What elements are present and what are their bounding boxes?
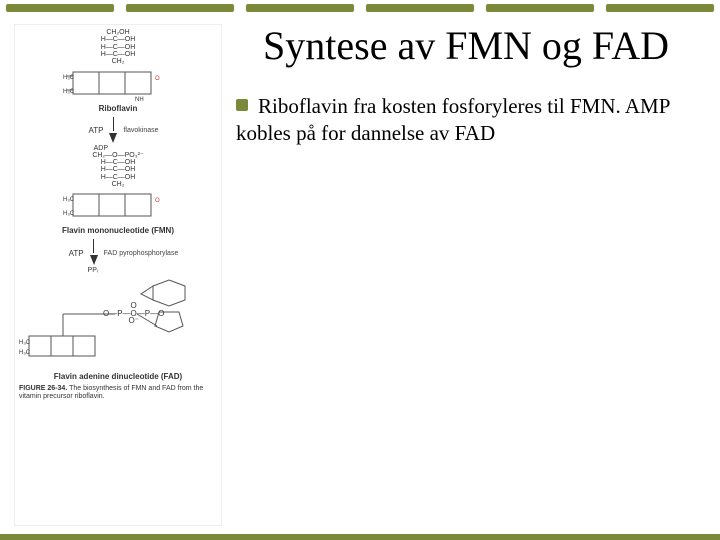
slide-body-text: Riboflavin fra kosten fosforyleres til F… <box>236 93 696 147</box>
top-border-segment <box>366 4 474 12</box>
svg-text:NH: NH <box>135 97 144 102</box>
ppi-label: PPᵢ <box>72 267 98 274</box>
atp-label: ATP <box>77 126 103 135</box>
ppi-label-row: PPᵢ <box>19 267 217 274</box>
fad-structure: H₃C H₃C O O—P—O—P—O O⁻ <box>19 274 217 370</box>
riboflavin-label: Riboflavin <box>19 104 217 113</box>
atp2-label: ATP <box>58 249 84 258</box>
figure-column: CH₂OH H—C—OH H—C—OH H—C—OH CH₂ H₃C H₃C O… <box>0 18 230 532</box>
pyrophosphorylase-label: FAD pyrophosphorylase <box>104 250 179 257</box>
fmn-label: Flavin mononucleotide (FMN) <box>19 226 217 235</box>
svg-text:O: O <box>155 76 160 82</box>
body-text-content: Riboflavin fra kosten fosforyleres til F… <box>236 94 670 145</box>
adp-label-row: ADP <box>19 145 217 152</box>
svg-text:H₃C: H₃C <box>63 211 75 217</box>
top-border-segment <box>606 4 714 12</box>
top-border-segment <box>246 4 354 12</box>
fmn-ribitol-chain: CH₂—O—PO₃²⁻ H—C—OH H—C—OH H—C—OH CH₂ <box>19 152 217 189</box>
svg-text:H₃C: H₃C <box>63 197 75 203</box>
figure-number: FIGURE 26-34. <box>19 385 67 392</box>
fad-label: Flavin adenine dinucleotide (FAD) <box>19 372 217 381</box>
adp-label: ADP <box>82 145 108 152</box>
svg-text:H₃C: H₃C <box>19 350 31 356</box>
svg-text:O: O <box>155 198 160 204</box>
slide-body: CH₂OH H—C—OH H—C—OH H—C—OH CH₂ H₃C H₃C O… <box>0 18 720 532</box>
figure-caption: FIGURE 26-34. The biosynthesis of FMN an… <box>19 385 217 400</box>
isoalloxazine-ring-icon: H₃C H₃C O NH <box>63 66 173 102</box>
slide-title: Syntese av FMN og FAD <box>236 24 696 69</box>
top-border-segment <box>486 4 594 12</box>
isoalloxazine-ring-icon: H₃C H₃C O <box>63 188 173 224</box>
svg-text:H₃C: H₃C <box>63 89 75 95</box>
biosynthesis-figure: CH₂OH H—C—OH H—C—OH H—C—OH CH₂ H₃C H₃C O… <box>14 24 222 526</box>
svg-text:H₃C: H₃C <box>19 340 31 346</box>
bottom-accent-border <box>0 534 720 540</box>
top-accent-border <box>0 0 720 16</box>
text-column: Syntese av FMN og FAD Riboflavin fra kos… <box>230 18 720 532</box>
phosphate-label: —PO₃²⁻ <box>118 152 144 159</box>
svg-text:H₃C: H₃C <box>63 75 75 81</box>
top-border-segment <box>6 4 114 12</box>
bullet-icon <box>236 99 248 111</box>
top-border-segment <box>126 4 234 12</box>
reaction-arrow-2: ATP FAD pyrophosphorylase <box>19 239 217 267</box>
flavokinase-label: flavokinase <box>123 127 158 134</box>
ribitol-chain: CH₂OH H—C—OH H—C—OH H—C—OH CH₂ <box>19 29 217 66</box>
reaction-arrow-1: ATP flavokinase <box>19 117 217 145</box>
